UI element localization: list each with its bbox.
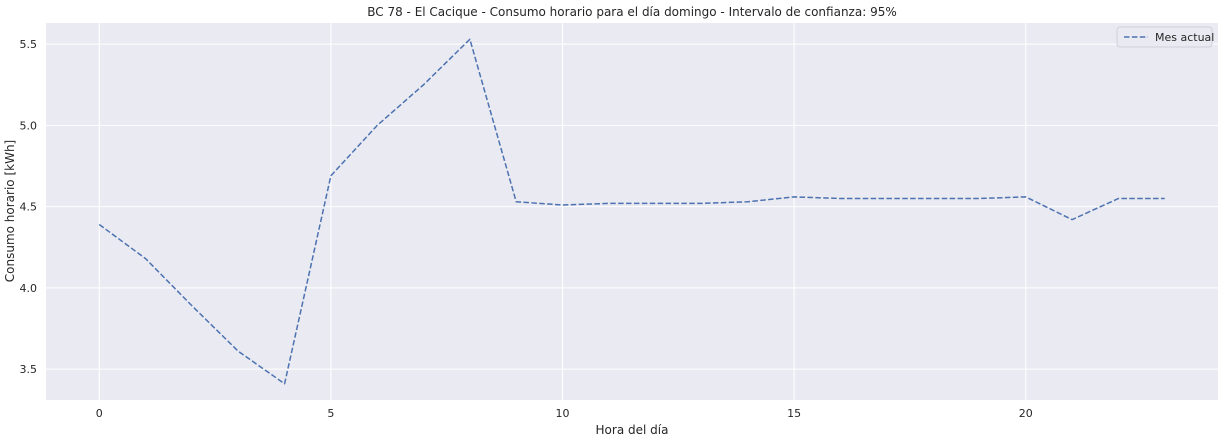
y-tick-label: 3.5 xyxy=(20,363,38,376)
y-tick-label: 5.5 xyxy=(20,38,38,51)
x-tick-label: 20 xyxy=(1019,407,1033,420)
y-axis-label: Consumo horario [kWh] xyxy=(3,140,17,282)
x-tick-label: 10 xyxy=(556,407,570,420)
y-tick-label: 4.5 xyxy=(20,201,38,214)
x-tick-label: 15 xyxy=(787,407,801,420)
y-tick-label: 4.0 xyxy=(20,282,38,295)
x-tick-label: 5 xyxy=(327,407,334,420)
chart-title: BC 78 - El Cacique - Consumo horario par… xyxy=(367,5,897,19)
legend: Mes actual xyxy=(1116,26,1214,48)
legend-label-mes-actual: Mes actual xyxy=(1155,31,1214,44)
grid xyxy=(46,23,1218,400)
ticks-layer: 0 5 10 15 20 3.5 4.0 4.5 5.0 5.5 xyxy=(20,38,1033,420)
x-axis-label: Hora del día xyxy=(596,423,669,437)
legend-box xyxy=(1116,26,1213,48)
y-tick-label: 5.0 xyxy=(20,119,38,132)
x-tick-label: 0 xyxy=(96,407,103,420)
plot-area xyxy=(46,23,1218,400)
